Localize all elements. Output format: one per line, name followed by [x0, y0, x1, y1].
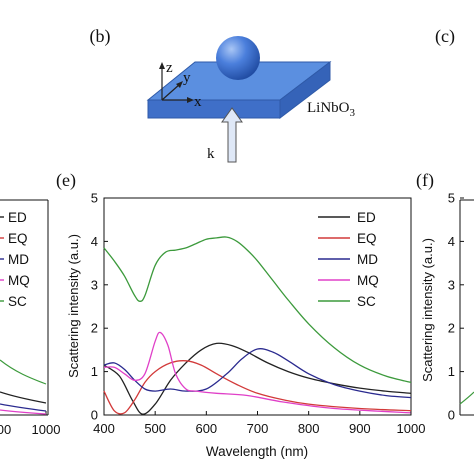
left-panel-mq-curve — [0, 409, 47, 415]
x-tick-label: 800 — [298, 421, 320, 436]
right-panel-y-ticks: 0 1 2 3 4 5 — [448, 191, 464, 423]
left-legend-label: ED — [8, 210, 27, 225]
axis-y-label: y — [183, 70, 191, 86]
right-y-tick-label: 2 — [448, 321, 455, 336]
x-tick-label: 400 — [93, 421, 115, 436]
legend-label-ed: ED — [357, 210, 376, 225]
y-axis-ticks: 0 1 2 3 4 5 — [91, 191, 108, 423]
legend-label-md: MD — [357, 252, 378, 267]
chart-e: 400 500 600 700 800 900 1000 0 1 2 3 4 5 Wavelength… — [66, 191, 425, 460]
legend: ED EQ MD MQ SC — [318, 210, 379, 309]
axis-y-line — [161, 83, 181, 101]
axis-x-arrowhead — [187, 97, 194, 103]
y-tick-label: 5 — [91, 191, 98, 206]
substrate-side-face — [279, 60, 331, 120]
left-legend-label: EQ — [8, 231, 28, 246]
series-line-mq — [103, 331, 412, 414]
right-panel-sc-curve — [459, 391, 474, 405]
panel-label-f: (f) — [416, 170, 434, 191]
left-legend-label: SC — [8, 294, 27, 309]
left-panel-legend: ED EQ MD MQ SC — [0, 210, 30, 309]
series-layer — [103, 236, 412, 415]
wavevector-label: k — [207, 146, 215, 162]
legend-label-eq: EQ — [357, 231, 377, 246]
panel-label-b: (b) — [90, 26, 111, 47]
left-panel-tick-label-0: 00 — [0, 422, 11, 437]
right-y-tick-label: 5 — [448, 191, 455, 206]
incident-wave-arrow — [221, 107, 243, 163]
left-panel-sc-curve — [0, 359, 47, 385]
left-legend-label: MQ — [8, 273, 30, 288]
x-tick-label: 1000 — [397, 421, 426, 436]
right-panel-ylabel: Scattering intensity (a.u.) — [420, 238, 435, 382]
substrate-front-face — [147, 99, 281, 119]
series-line-md — [103, 348, 412, 399]
right-y-tick-label: 1 — [448, 364, 455, 379]
legend-label-mq: MQ — [357, 273, 379, 288]
right-y-tick-label: 4 — [448, 234, 455, 249]
x-axis-label: Wavelength (nm) — [206, 444, 308, 459]
x-tick-label: 600 — [195, 421, 217, 436]
axis-x-label: x — [194, 94, 202, 110]
series-line-eq — [103, 360, 412, 415]
x-tick-label: 500 — [144, 421, 166, 436]
left-panel-ed-curve — [0, 391, 47, 404]
series-line-sc — [103, 236, 412, 384]
y-tick-label: 0 — [91, 408, 98, 423]
panel-label-e: (e) — [56, 170, 76, 191]
y-tick-label: 4 — [91, 234, 98, 249]
axis-z-label: z — [166, 60, 173, 76]
x-axis-ticks: 400 500 600 700 800 900 1000 — [93, 411, 425, 436]
y-axis-label: Scattering intensity (a.u.) — [66, 234, 81, 378]
axis-y-arrowhead — [176, 81, 183, 88]
nanosphere — [216, 36, 260, 80]
left-partial-panel: ED EQ MD MQ SC 00 1000 — [0, 199, 61, 437]
y-tick-label: 3 — [91, 277, 98, 292]
x-tick-label: 700 — [247, 421, 269, 436]
left-panel-tick-label-1: 1000 — [32, 422, 61, 437]
legend-label-sc: SC — [357, 294, 376, 309]
right-y-tick-label: 3 — [448, 277, 455, 292]
series-line-ed — [103, 342, 412, 415]
left-legend-label: MD — [8, 252, 29, 267]
substrate-label: LiNbO3 — [307, 100, 356, 119]
substrate-schematic: z y x LiNbO3 k — [146, 36, 356, 163]
left-panel-md-curve — [0, 403, 47, 412]
axis-z-arrowhead — [159, 62, 165, 69]
panel-label-c: (c) — [435, 26, 455, 47]
y-tick-label: 1 — [91, 364, 98, 379]
y-tick-label: 2 — [91, 321, 98, 336]
right-y-tick-label: 0 — [448, 408, 455, 423]
right-partial-panel: Scattering intensity (a.u.) 0 1 2 3 4 5 — [420, 191, 474, 423]
x-tick-label: 900 — [349, 421, 371, 436]
